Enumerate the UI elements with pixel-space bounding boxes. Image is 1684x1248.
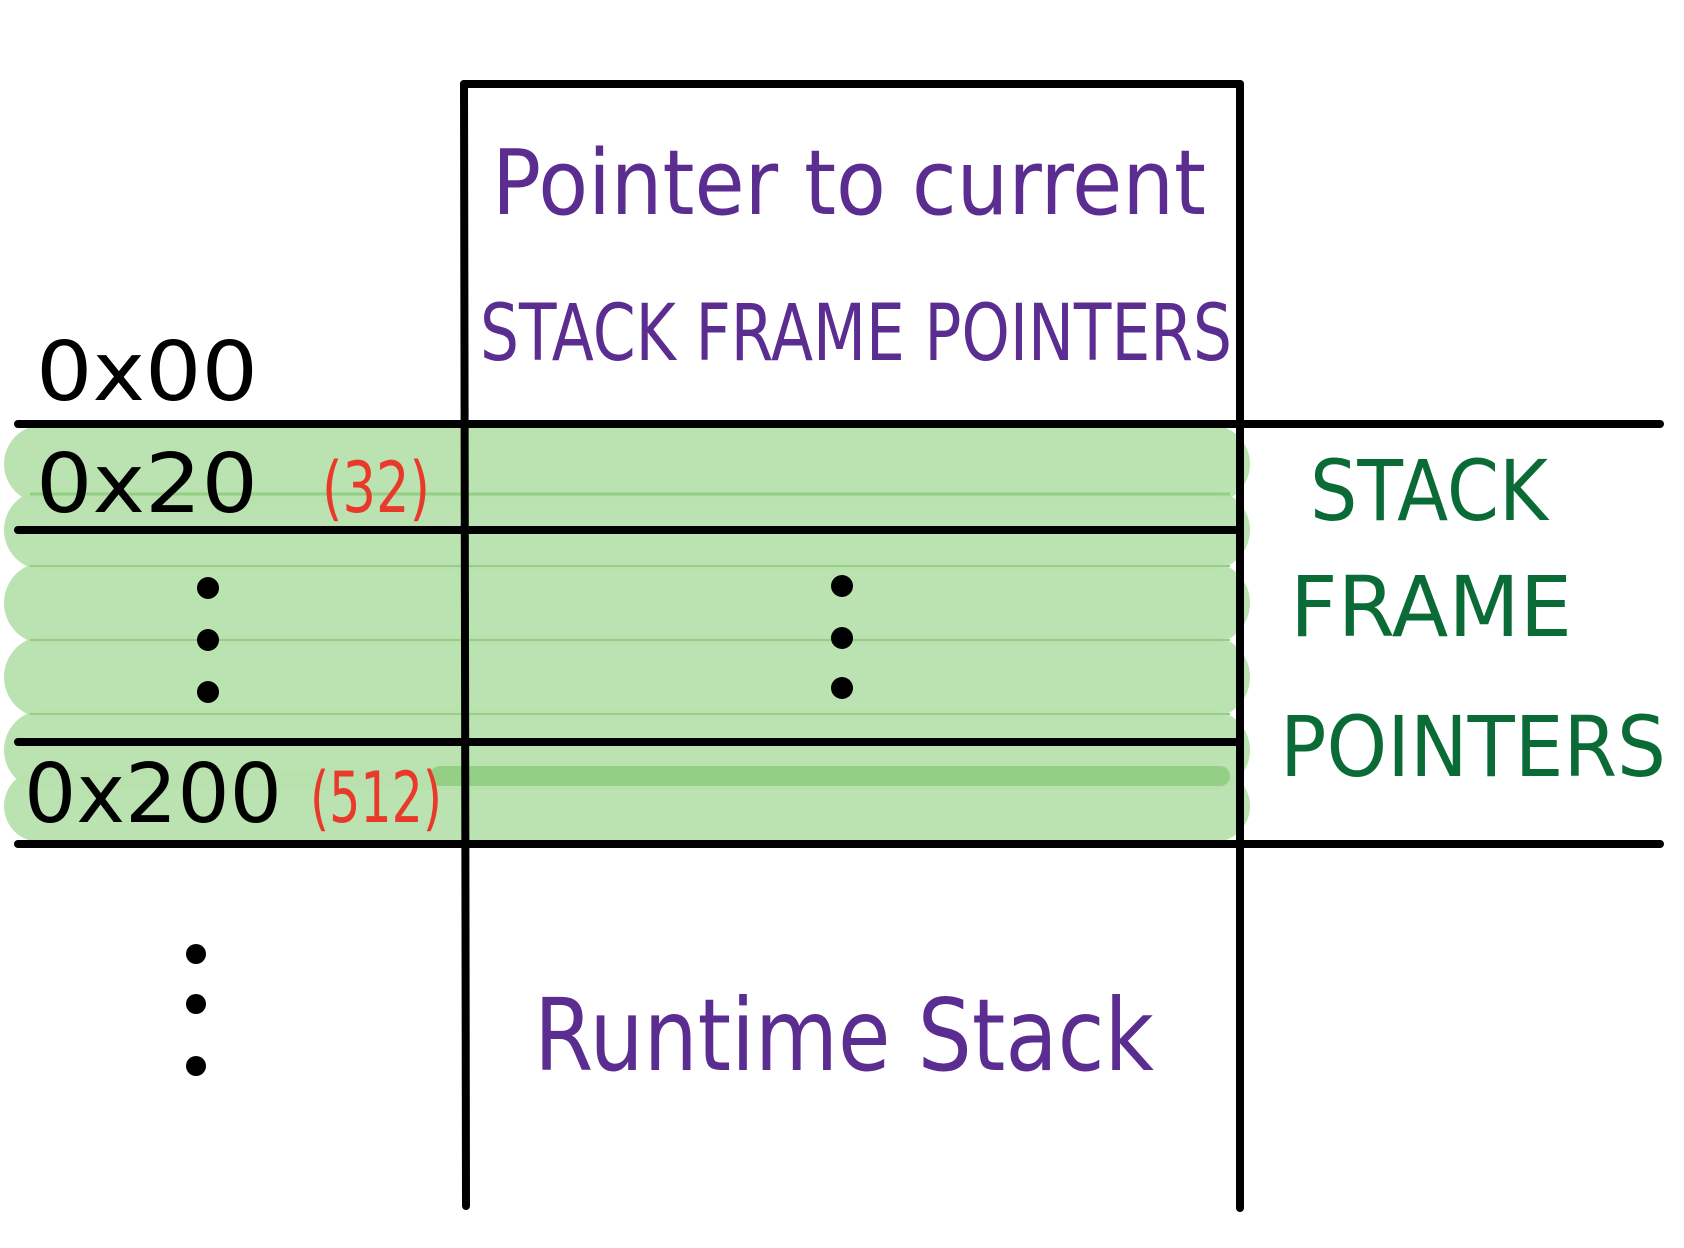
ellipsis-address-below [186,944,206,1076]
ellipsis-column-frame [831,575,853,699]
highlight-band-4 [4,636,1250,718]
address-0x00: 0x00 [36,325,258,420]
ellipsis-markers [186,575,853,1076]
column-header-line2: STACK FRAME POINTERS [480,289,1232,379]
region-label: STACK FRAME POINTERS [1280,442,1666,796]
address-0x200: 0x200 [24,747,282,842]
stack-column [460,80,1244,1212]
region-label-line3: POINTERS [1280,698,1666,796]
ellipsis-address-frame [197,577,219,703]
row-dividers [14,420,1664,848]
address-0x200-decimal: (512) [310,757,442,839]
highlight-band-1 [4,425,1250,503]
region-label-line2: FRAME [1290,558,1572,656]
address-0x20-decimal: (32) [322,447,430,529]
address-0x20: 0x20 [36,437,258,532]
column-left-border [460,80,470,1210]
column-header: Pointer to current STACK FRAME POINTERS [480,131,1232,379]
highlight-band-6 [4,770,1250,842]
highlight-stripe [430,766,1230,786]
address-labels: 0x00 0x20 (32) 0x200 (512) [24,325,442,842]
region-label-line1: STACK [1310,442,1550,540]
runtime-stack-label: Runtime Stack [534,977,1154,1094]
column-header-line1: Pointer to current [492,131,1206,236]
highlight-band-3 [4,562,1250,644]
stack-frame-highlight [4,425,1250,842]
